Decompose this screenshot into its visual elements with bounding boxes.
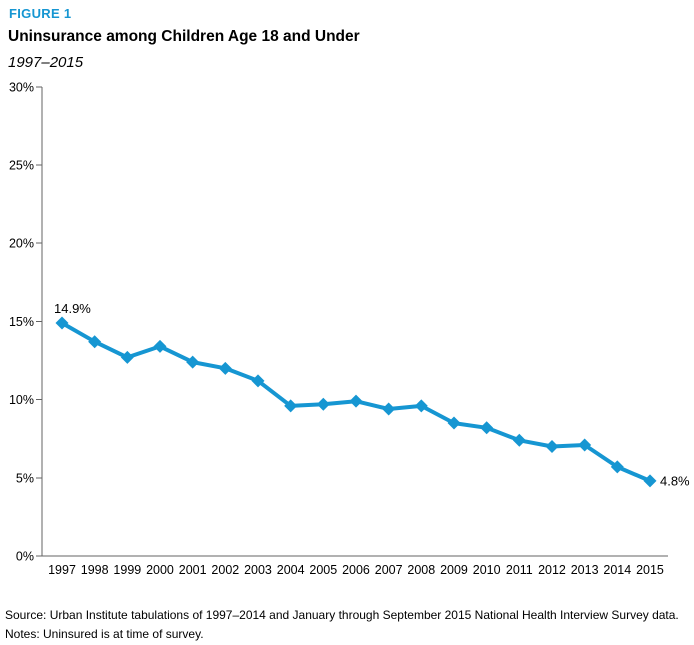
data-point-marker xyxy=(251,374,265,388)
data-point-marker xyxy=(382,402,396,416)
y-axis-label: 5% xyxy=(16,471,34,485)
data-point-marker xyxy=(643,474,657,488)
x-axis-label: 1998 xyxy=(81,563,109,577)
y-axis-label: 25% xyxy=(9,159,34,173)
figure-footnotes: Source: Urban Institute tabulations of 1… xyxy=(5,606,694,644)
y-axis-label: 20% xyxy=(9,237,34,251)
x-axis-label: 2006 xyxy=(342,563,370,577)
x-axis-label: 1997 xyxy=(48,563,76,577)
data-point-marker xyxy=(512,433,526,447)
y-axis-label: 0% xyxy=(16,550,34,564)
data-point-marker xyxy=(578,438,592,452)
x-axis-label: 2008 xyxy=(407,563,435,577)
x-axis-label: 2014 xyxy=(603,563,631,577)
data-point-marker xyxy=(414,399,428,413)
methodology-note: Notes: Uninsured is at time of survey. xyxy=(5,627,204,641)
x-axis-label: 2015 xyxy=(636,563,664,577)
data-point-marker xyxy=(545,440,559,454)
data-point-marker xyxy=(186,355,200,369)
data-point-marker xyxy=(349,394,363,408)
chart-title: Uninsurance among Children Age 18 and Un… xyxy=(8,28,360,45)
x-axis-label: 2012 xyxy=(538,563,566,577)
data-point-annotation: 14.9% xyxy=(54,301,91,316)
data-point-marker xyxy=(284,399,298,413)
data-point-marker xyxy=(153,339,167,353)
y-axis-label: 10% xyxy=(9,393,34,407)
x-axis-label: 2002 xyxy=(211,563,239,577)
x-axis-label: 2004 xyxy=(277,563,305,577)
x-axis-label: 2000 xyxy=(146,563,174,577)
y-axis-label: 15% xyxy=(9,315,34,329)
data-point-marker xyxy=(316,397,330,411)
x-axis-label: 2011 xyxy=(506,563,533,577)
x-axis-label: 2009 xyxy=(440,563,468,577)
data-point-marker xyxy=(480,421,494,435)
source-note: Source: Urban Institute tabulations of 1… xyxy=(5,608,679,622)
x-axis-label: 2013 xyxy=(571,563,599,577)
x-axis-label: 1999 xyxy=(113,563,141,577)
x-axis-label: 2007 xyxy=(375,563,403,577)
figure-label: FIGURE 1 xyxy=(9,6,72,21)
x-axis-label: 2003 xyxy=(244,563,272,577)
x-axis-label: 2001 xyxy=(179,563,207,577)
data-point-marker xyxy=(55,316,69,330)
y-axis-label: 30% xyxy=(9,80,34,94)
x-axis-label: 2005 xyxy=(309,563,337,577)
data-point-marker xyxy=(610,460,624,474)
uninsurance-line-chart: 0% 5% 10% 15% 20% 25% 30% 1997 1998 1999 2000 2001 2… xyxy=(9,80,690,577)
data-point-marker xyxy=(447,416,461,430)
x-axis-label: 2010 xyxy=(473,563,501,577)
chart-subtitle: 1997–2015 xyxy=(8,54,84,71)
data-point-annotation: 4.8% xyxy=(660,473,690,488)
data-point-marker xyxy=(120,350,134,364)
data-point-marker xyxy=(88,335,102,349)
data-point-marker xyxy=(218,361,232,375)
